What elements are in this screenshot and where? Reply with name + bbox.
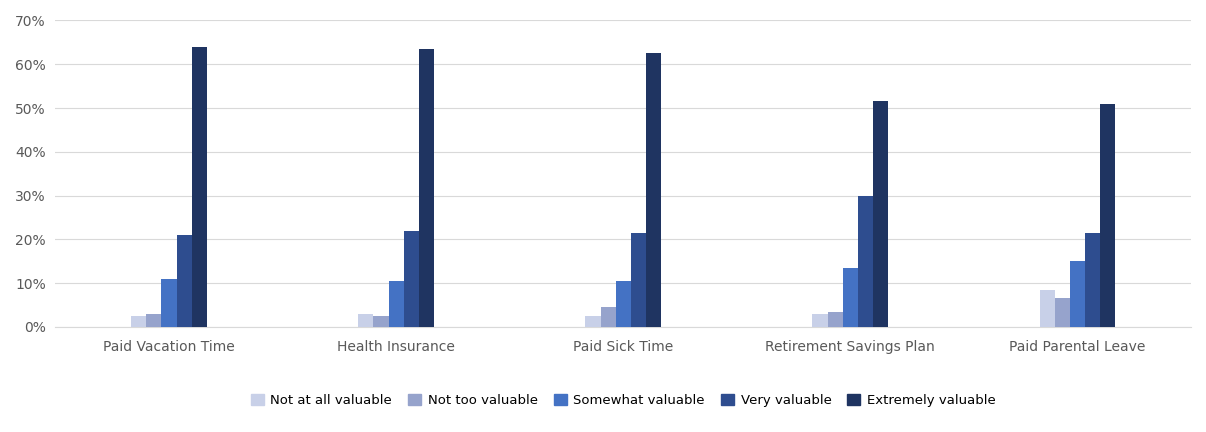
Bar [1070, 261, 1085, 327]
Bar [418, 49, 434, 327]
Bar [843, 268, 857, 327]
Bar [827, 311, 843, 327]
Bar [873, 102, 888, 327]
Bar [857, 196, 873, 327]
Legend: Not at all valuable, Not too valuable, Somewhat valuable, Very valuable, Extreme: Not at all valuable, Not too valuable, S… [245, 389, 1001, 412]
Bar [162, 279, 176, 327]
Bar [601, 307, 616, 327]
Bar [585, 316, 601, 327]
Bar [1040, 290, 1055, 327]
Bar [616, 281, 631, 327]
Bar [388, 281, 404, 327]
Bar [146, 314, 162, 327]
Bar [404, 231, 418, 327]
Bar [192, 47, 207, 327]
Bar [813, 314, 827, 327]
Bar [1100, 104, 1116, 327]
Bar [131, 316, 146, 327]
Bar [646, 53, 661, 327]
Bar [1055, 299, 1070, 327]
Bar [374, 316, 388, 327]
Bar [358, 314, 374, 327]
Bar [1085, 233, 1100, 327]
Bar [631, 233, 646, 327]
Bar [176, 235, 192, 327]
